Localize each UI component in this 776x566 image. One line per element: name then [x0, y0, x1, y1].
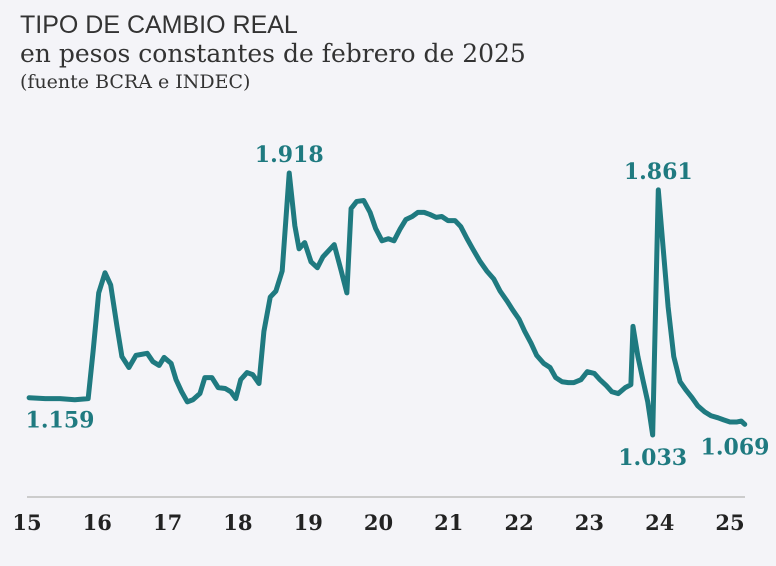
x-tick-label: 21	[434, 510, 463, 535]
value-label: 1.861	[624, 159, 693, 185]
x-tick-label: 22	[504, 510, 533, 535]
x-tick-label: 25	[715, 510, 744, 535]
x-tick-label: 23	[575, 510, 604, 535]
value-label: 1.069	[701, 434, 770, 460]
chart-source: (fuente BCRA e INDEC)	[20, 71, 250, 93]
value-label: 1.033	[618, 445, 687, 471]
data-line	[26, 170, 748, 438]
x-tick-label: 20	[364, 510, 393, 535]
chart-subtitle: en pesos constantes de febrero de 2025	[20, 39, 526, 68]
value-label: 1.159	[26, 408, 95, 434]
x-tick-label: 24	[645, 510, 674, 535]
x-tick-label: 17	[153, 510, 182, 535]
x-tick-label: 18	[223, 510, 252, 535]
x-tick-label: 16	[83, 510, 112, 535]
x-tick-label: 19	[294, 510, 323, 535]
chart-title: TIPO DE CAMBIO REAL	[20, 11, 298, 39]
value-label: 1.918	[255, 142, 324, 168]
x-tick-label: 15	[12, 510, 41, 535]
